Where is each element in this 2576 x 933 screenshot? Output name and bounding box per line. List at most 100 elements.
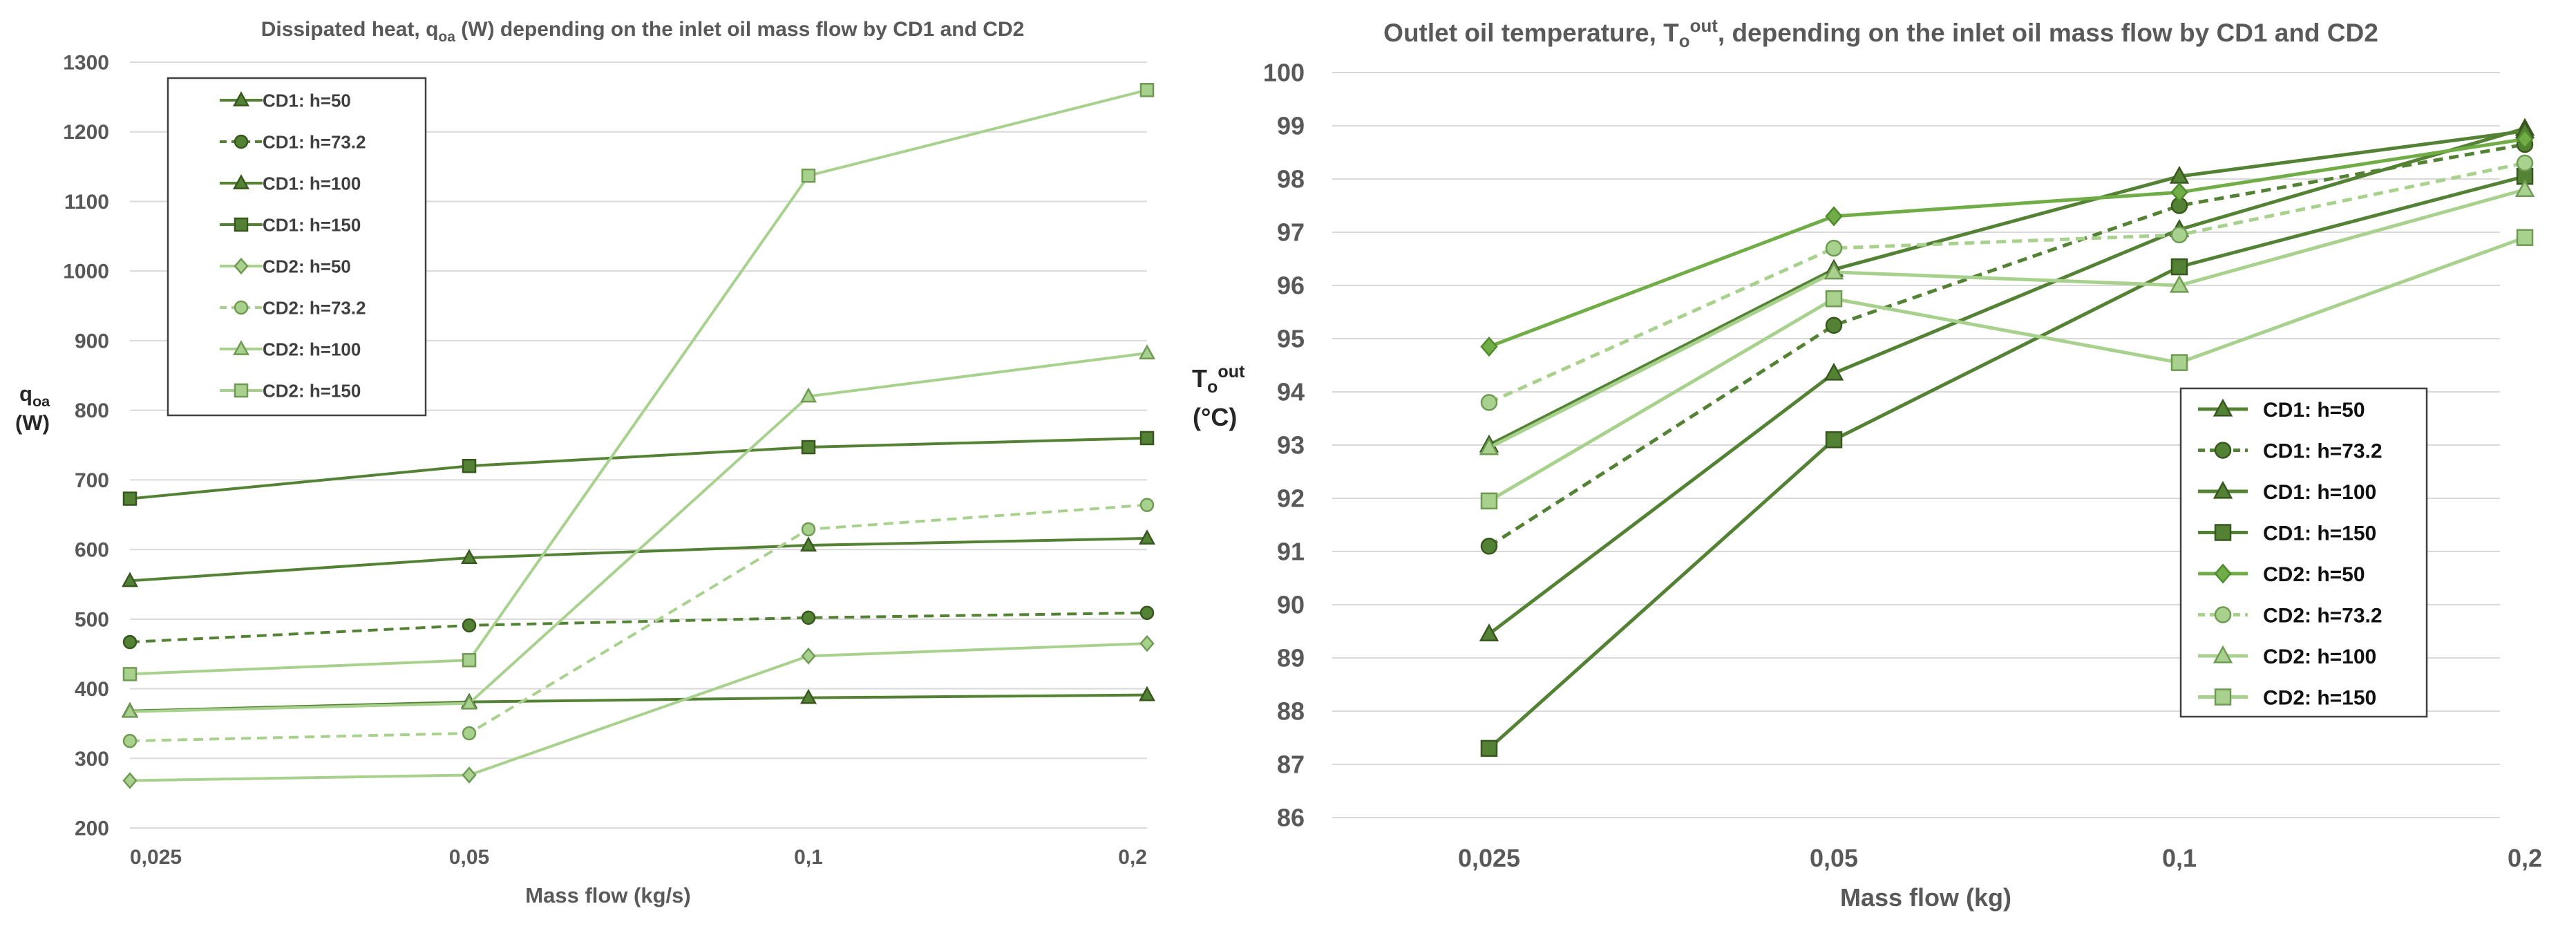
- series-line: [129, 436, 1148, 500]
- data-point: [2170, 226, 2188, 244]
- data-point: [1480, 336, 1498, 357]
- legend-marker: [234, 134, 249, 149]
- series-5: [122, 498, 1155, 748]
- data-point: [460, 549, 478, 565]
- legend-marker: [2214, 688, 2232, 706]
- y-tick-label: 95: [1277, 325, 1305, 353]
- data-point: [801, 647, 816, 665]
- x-tick-labels: 0,025 0,05 0,1 0,2: [130, 846, 1147, 869]
- chart-title-part: , depending on the inlet oil mass flow b…: [1718, 19, 2378, 47]
- legend-marker: [2213, 398, 2233, 417]
- x-tick-label: 0,05: [449, 846, 489, 869]
- x-tick-label: 0,1: [2162, 844, 2197, 872]
- y-tick-labels: 200 300 400 500 600 700 800 900 1000 1100 1200 1300: [63, 52, 109, 840]
- y-axis-label: Toout: [1192, 362, 1245, 397]
- series-3: [1480, 167, 2534, 757]
- series-line: [1488, 187, 2526, 450]
- legend-marker: [2213, 645, 2233, 663]
- data-point: [122, 667, 138, 681]
- data-point: [2170, 182, 2188, 202]
- data-point: [122, 772, 138, 789]
- y-axis-label-part: out: [1218, 362, 1245, 381]
- data-point: [1480, 394, 1498, 411]
- data-point: [1825, 206, 1843, 227]
- legend-label: CD2: h=73.2: [263, 297, 366, 318]
- y-axis-unit: (°C): [1193, 403, 1237, 431]
- data-point: [1480, 538, 1498, 555]
- y-axis-label-part: oa: [32, 393, 50, 410]
- legend-label: CD1: h=73.2: [263, 131, 366, 152]
- legend-item: CD1: h=50: [220, 90, 351, 111]
- series-line: [1488, 174, 2526, 750]
- data-point: [1479, 437, 1499, 455]
- legend-marker: [232, 174, 250, 189]
- y-tick-label: 97: [1277, 218, 1305, 247]
- legend-label: CD1: h=150: [2263, 522, 2376, 545]
- legend-marker: [234, 300, 249, 315]
- data-point: [1139, 498, 1155, 512]
- series-7: [1480, 229, 2534, 510]
- legend-box: [167, 77, 427, 417]
- data-point: [2515, 179, 2535, 197]
- series-line: [1488, 137, 2526, 348]
- legend: CD1: h=50 CD1: h=73.2 CD1: h=100 CD1: h=150…: [2179, 387, 2428, 718]
- legend-item: CD1: h=50: [2198, 398, 2365, 422]
- data-point: [801, 440, 816, 455]
- y-tick-label: 93: [1277, 431, 1305, 460]
- y-tick-label: 200: [75, 818, 109, 840]
- series-6: [1479, 179, 2535, 455]
- series-line: [1488, 236, 2526, 503]
- data-point: [1824, 362, 1844, 381]
- legend-label: CD1: h=100: [2263, 481, 2376, 504]
- y-tick-label: 96: [1277, 272, 1305, 300]
- legend-marker: [232, 91, 250, 106]
- series-6: [121, 344, 1156, 718]
- y-tick-label: 99: [1277, 112, 1305, 140]
- data-point: [1825, 431, 1843, 449]
- y-tick-label: 88: [1277, 697, 1305, 726]
- series-group: [121, 83, 1156, 789]
- data-point: [1138, 344, 1156, 359]
- legend-marker: [2214, 606, 2232, 623]
- data-point: [2170, 354, 2188, 371]
- data-point: [799, 387, 817, 403]
- data-point: [799, 536, 817, 552]
- y-tick-label: 100: [1263, 59, 1305, 87]
- data-point: [1138, 529, 1156, 545]
- y-tick-label: 90: [1277, 591, 1305, 619]
- series-1: [122, 605, 1155, 650]
- data-point: [799, 688, 817, 704]
- x-tick-label: 0,025: [1458, 844, 1520, 872]
- y-tick-label: 900: [75, 330, 109, 352]
- legend-item: CD2: h=50: [220, 256, 351, 276]
- data-point: [1139, 83, 1155, 97]
- legend-item: CD2: h=73.2: [220, 297, 366, 318]
- x-tick-label: 0,05: [1810, 844, 1858, 872]
- y-tick-label: 700: [75, 469, 109, 492]
- legend-item: CD1: h=73.2: [2198, 440, 2383, 462]
- data-point: [2516, 229, 2534, 246]
- data-point: [462, 726, 477, 741]
- series-line: [1488, 142, 2526, 548]
- data-point: [1480, 492, 1498, 510]
- series-line: [129, 88, 1148, 676]
- series-group: [1479, 117, 2535, 757]
- legend-label: CD2: h=50: [263, 256, 351, 276]
- legend-item: CD2: h=100: [220, 339, 361, 359]
- chart-title-part: (W) depending on the inlet oil mass flow…: [455, 18, 1024, 41]
- series-2: [121, 529, 1156, 587]
- data-point: [122, 634, 138, 650]
- chart-title-part: oa: [438, 29, 455, 45]
- x-tick-label: 0,025: [130, 846, 182, 869]
- legend-label: CD1: h=150: [263, 214, 361, 235]
- chart-dissipated-heat: Dissipated heat, qoa (W) depending on th…: [15, 18, 1156, 907]
- series-line: [129, 352, 1148, 713]
- series-5: [1480, 154, 2534, 411]
- y-tick-label: 600: [75, 539, 109, 562]
- legend-item: CD1: h=100: [220, 173, 361, 194]
- series-line: [1488, 126, 2526, 636]
- y-tick-label: 1200: [63, 121, 109, 144]
- data-point: [1139, 634, 1155, 652]
- series-line: [129, 642, 1148, 782]
- legend-item: CD2: h=100: [2198, 645, 2376, 668]
